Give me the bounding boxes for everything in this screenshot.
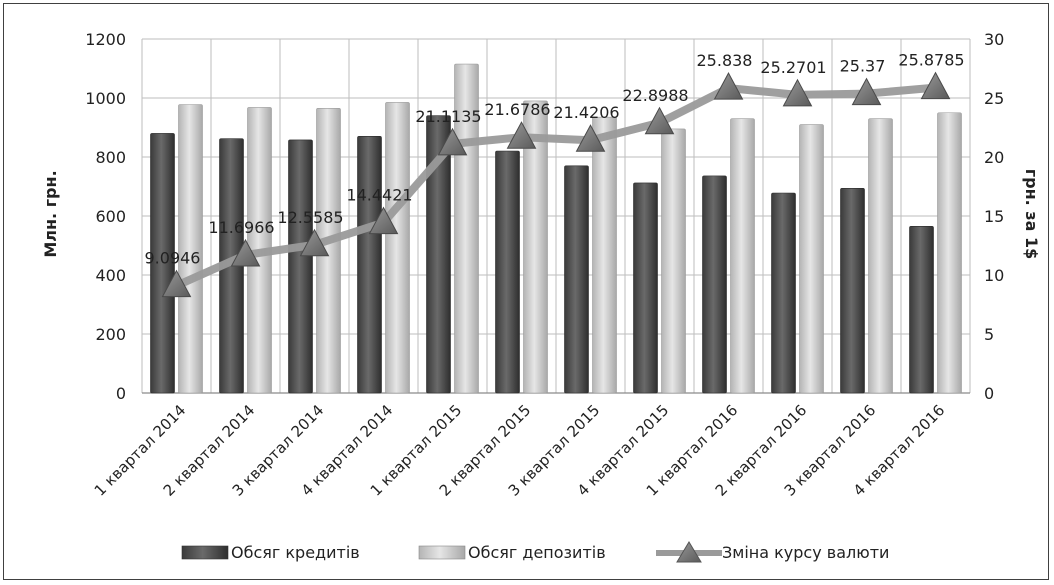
rate-data-label: 21.6786 — [484, 100, 550, 119]
grid — [141, 38, 971, 394]
rate-marker — [644, 106, 675, 135]
legend-swatch-deposits — [418, 545, 466, 560]
bar-credits — [771, 192, 796, 394]
rate-data-label: 14.4421 — [346, 186, 412, 205]
y2-tick-label: 5 — [984, 325, 994, 344]
rate-marker — [299, 228, 330, 257]
rate-data-label: 21.4206 — [553, 103, 619, 122]
y2-tick-label: 10 — [984, 266, 1004, 285]
chart-frame: 0 200 400 600 800 1000 1200 0 5 10 15 20 25 30 1 ква… — [3, 3, 1049, 580]
bar-credits — [633, 182, 658, 394]
rate-data-label: 25.2701 — [760, 58, 826, 77]
y2-tick-label: 30 — [984, 30, 1004, 49]
rate-marker — [161, 269, 192, 298]
rate-line — [161, 71, 951, 298]
bar-credits — [909, 226, 934, 394]
y-tick-label: 1200 — [85, 30, 126, 49]
bar-credits — [702, 175, 727, 394]
rate-marker — [506, 121, 537, 149]
bar-credits — [840, 187, 865, 394]
rate-line-path — [172, 83, 940, 290]
rate-marker — [713, 72, 744, 100]
legend-swatch-rate-marker — [676, 541, 702, 563]
bar-deposits — [178, 104, 203, 394]
rate-marker — [851, 77, 882, 106]
legend: Обсяг кредитів Обсяг депозитів Зміна кур… — [181, 541, 889, 563]
y-tick-label: 0 — [116, 384, 126, 403]
legend-label-credits: Обсяг кредитів — [231, 543, 360, 562]
bar-credits — [288, 139, 313, 394]
bar-deposits — [868, 118, 893, 394]
rate-marker — [782, 78, 813, 107]
bar-deposits — [799, 124, 824, 394]
rate-data-label: 9.0946 — [145, 249, 201, 268]
bar-deposits — [592, 116, 617, 394]
bar-deposits — [385, 102, 410, 394]
rate-data-label: 21.1135 — [415, 107, 481, 126]
rate-marker — [230, 238, 261, 267]
bar-deposits — [661, 128, 686, 394]
y2-tick-label: 25 — [984, 89, 1004, 108]
bar-credits — [357, 136, 382, 394]
bar-deposits — [937, 112, 962, 394]
rate-data-label: 11.6966 — [208, 218, 274, 237]
legend-label-rate: Зміна курсу валюти — [722, 543, 889, 562]
legend-swatch-credits — [181, 545, 229, 560]
bar-credits — [495, 150, 520, 394]
left-axis-ticks: 0 200 400 600 800 1000 1200 — [85, 30, 126, 403]
legend-label-deposits: Обсяг депозитів — [468, 543, 606, 562]
right-axis-ticks: 0 5 10 15 20 25 30 — [984, 30, 1004, 403]
rate-marker — [437, 127, 468, 156]
rate-data-label: 12.5585 — [277, 208, 343, 227]
y2-tick-label: 20 — [984, 148, 1004, 167]
y2-axis-title: грн. за 1$ — [1022, 169, 1041, 259]
rate-data-label: 25.37 — [840, 57, 886, 76]
rate-marker — [368, 206, 399, 235]
rate-data-label: 22.8988 — [622, 86, 688, 105]
y-tick-label: 800 — [95, 148, 126, 167]
bar-credits — [150, 133, 175, 394]
y-axis-title: Млн. грн. — [41, 170, 60, 257]
rate-data-label: 25.838 — [697, 51, 753, 70]
y-tick-label: 400 — [95, 266, 126, 285]
rate-marker — [575, 124, 606, 152]
rate-marker — [920, 71, 951, 100]
y-tick-label: 1000 — [85, 89, 126, 108]
bar-deposits — [523, 100, 548, 394]
bar-deposits — [730, 118, 755, 394]
bar-credits — [564, 165, 589, 394]
y-tick-label: 200 — [95, 325, 126, 344]
bar-credits — [426, 115, 451, 394]
y-tick-label: 600 — [95, 207, 126, 226]
chart: 0 200 400 600 800 1000 1200 0 5 10 15 20 25 30 1 ква… — [41, 30, 1041, 563]
y2-tick-label: 0 — [984, 384, 994, 403]
y2-tick-label: 15 — [984, 207, 1004, 226]
rate-data-label: 25.8785 — [898, 51, 964, 70]
